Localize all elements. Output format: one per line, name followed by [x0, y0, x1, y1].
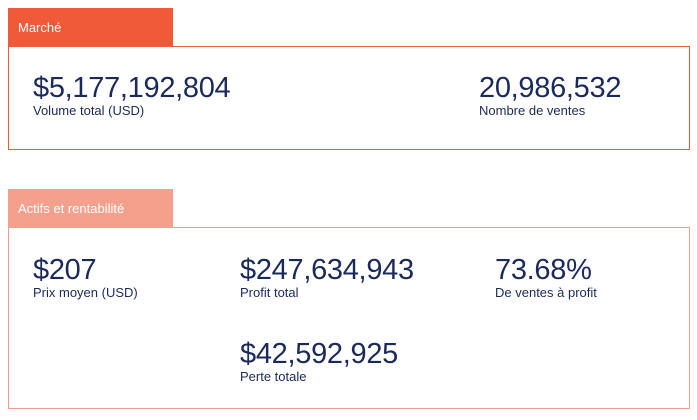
total-profit-metric: $247,634,943 Profit total: [240, 255, 414, 300]
sales-count-metric: 20,986,532 Nombre de ventes: [479, 73, 621, 118]
profit-ratio-metric: 73.68% De ventes à profit: [495, 255, 597, 300]
total-volume-value: $5,177,192,804: [33, 72, 231, 104]
total-volume-metric: $5,177,192,804 Volume total (USD): [33, 72, 231, 118]
assets-panel: $207 Prix moyen (USD) $247,634,943 Profi…: [8, 227, 690, 409]
profit-ratio-value: 73.68%: [495, 254, 592, 286]
avg-price-metric: $207 Prix moyen (USD): [33, 255, 138, 300]
tab-market-label: Marché: [18, 19, 62, 35]
tab-market: Marché: [8, 8, 173, 46]
sales-count-label: Nombre de ventes: [479, 103, 586, 118]
total-loss-label: Perte totale: [240, 369, 307, 384]
total-loss-metric: $42,592,925 Perte totale: [240, 339, 398, 384]
total-volume-label: Volume total (USD): [33, 103, 145, 118]
avg-price-value: $207: [33, 254, 97, 286]
profit-ratio-label: De ventes à profit: [495, 285, 597, 300]
sales-count-value: 20,986,532: [479, 72, 622, 104]
total-loss-value: $42,592,925: [240, 338, 398, 370]
avg-price-label: Prix moyen (USD): [33, 285, 138, 300]
tab-assets-label: Actifs et rentabilité: [18, 200, 125, 216]
total-profit-value: $247,634,943: [240, 254, 414, 286]
market-panel: $5,177,192,804 Volume total (USD) 20,986…: [8, 46, 690, 150]
total-profit-label: Profit total: [240, 285, 299, 300]
tab-assets-profitability: Actifs et rentabilité: [8, 189, 173, 227]
